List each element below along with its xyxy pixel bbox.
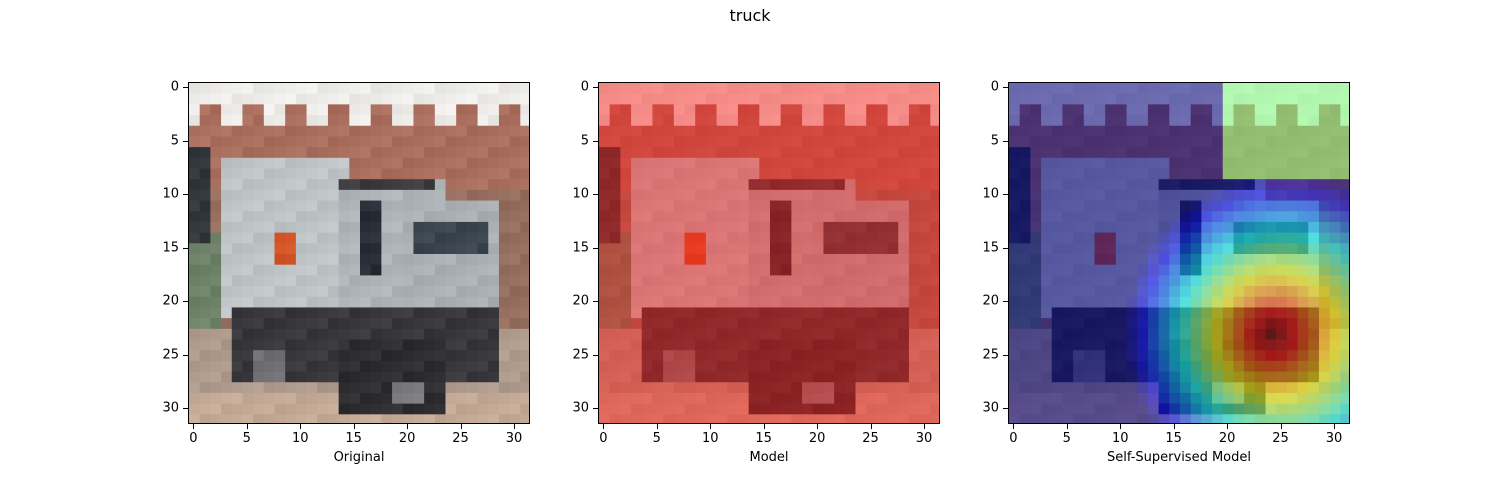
x-tick-label: 0: [599, 431, 608, 446]
x-tick-label: 15: [1165, 431, 1182, 446]
y-tick: [183, 194, 188, 196]
y-tick-label: 0: [990, 79, 999, 95]
y-tick-label: 10: [162, 186, 179, 202]
y-tick: [183, 140, 188, 142]
x-axis-label: Self-Supervised Model: [1107, 450, 1251, 465]
figure-title: truck: [729, 6, 771, 25]
x-tick-label: 20: [808, 431, 826, 446]
y-tick: [593, 301, 598, 303]
x-tick: [1013, 424, 1015, 429]
x-tick: [513, 424, 515, 429]
y-tick-label: 15: [162, 240, 179, 256]
x-tick: [870, 424, 872, 429]
x-tick: [1173, 424, 1175, 429]
x-tick-label: 5: [242, 431, 251, 446]
y-tick: [593, 87, 598, 89]
x-tick: [1066, 424, 1068, 429]
y-tick: [593, 194, 598, 196]
x-tick-label: 15: [345, 431, 362, 446]
y-tick: [1003, 247, 1008, 249]
x-tick-label: 10: [1111, 431, 1129, 446]
x-tick-label: 5: [1062, 431, 1071, 446]
x-tick: [460, 424, 462, 429]
image-model: [599, 83, 939, 423]
y-tick-label: 20: [982, 293, 999, 309]
x-tick-label: 10: [291, 431, 309, 446]
y-tick: [1003, 140, 1008, 142]
y-tick: [1003, 407, 1008, 409]
x-tick-label: 30: [505, 431, 523, 446]
y-tick-label: 30: [162, 400, 179, 416]
x-tick-label: 25: [452, 431, 469, 446]
x-tick: [710, 424, 712, 429]
x-tick-label: 25: [862, 431, 879, 446]
image-self-supervised: [1009, 83, 1349, 423]
y-tick-label: 15: [572, 240, 589, 256]
x-tick: [923, 424, 925, 429]
y-tick: [593, 140, 598, 142]
x-tick: [300, 424, 302, 429]
image-axes: [1008, 82, 1350, 424]
y-tick: [183, 247, 188, 249]
x-tick: [1120, 424, 1122, 429]
x-tick: [656, 424, 658, 429]
x-tick: [1227, 424, 1229, 429]
y-tick-label: 15: [982, 240, 999, 256]
y-tick: [183, 301, 188, 303]
y-tick-label: 20: [572, 293, 589, 309]
y-tick: [183, 87, 188, 89]
x-tick: [193, 424, 195, 429]
x-tick-label: 5: [652, 431, 661, 446]
y-tick: [183, 407, 188, 409]
y-tick: [1003, 87, 1008, 89]
image-axes: [598, 82, 940, 424]
y-tick-label: 25: [572, 347, 589, 363]
x-tick-label: 30: [915, 431, 933, 446]
x-tick-label: 25: [1272, 431, 1289, 446]
x-tick-label: 30: [1325, 431, 1343, 446]
x-tick-label: 0: [189, 431, 198, 446]
x-axis-label: Model: [749, 450, 789, 465]
y-tick: [1003, 194, 1008, 196]
x-tick: [1280, 424, 1282, 429]
y-tick-label: 0: [170, 79, 179, 95]
y-tick: [593, 407, 598, 409]
x-tick: [407, 424, 409, 429]
y-tick: [183, 354, 188, 356]
x-tick: [603, 424, 605, 429]
x-tick-label: 0: [1009, 431, 1018, 446]
x-tick: [246, 424, 248, 429]
y-tick-label: 25: [162, 347, 179, 363]
y-tick-label: 5: [580, 133, 589, 149]
y-tick: [1003, 301, 1008, 303]
image-original: [189, 83, 529, 423]
y-tick-label: 30: [982, 400, 999, 416]
y-tick-label: 5: [990, 133, 999, 149]
y-tick-label: 30: [572, 400, 589, 416]
x-tick-label: 20: [398, 431, 416, 446]
y-tick-label: 25: [982, 347, 999, 363]
x-tick: [817, 424, 819, 429]
y-tick: [1003, 354, 1008, 356]
y-tick: [593, 247, 598, 249]
x-tick-label: 15: [755, 431, 772, 446]
x-tick-label: 10: [701, 431, 719, 446]
y-tick-label: 20: [162, 293, 179, 309]
y-tick: [593, 354, 598, 356]
image-axes: [188, 82, 530, 424]
y-tick-label: 10: [572, 186, 589, 202]
x-tick: [1333, 424, 1335, 429]
x-tick: [353, 424, 355, 429]
y-tick-label: 5: [170, 133, 179, 149]
x-tick-label: 20: [1218, 431, 1236, 446]
x-tick: [763, 424, 765, 429]
y-tick-label: 10: [982, 186, 999, 202]
y-tick-label: 0: [580, 79, 589, 95]
x-axis-label: Original: [333, 450, 385, 465]
